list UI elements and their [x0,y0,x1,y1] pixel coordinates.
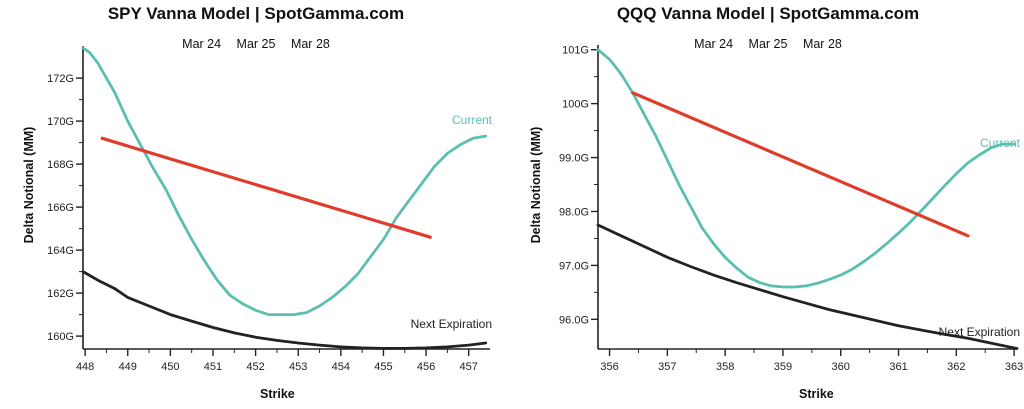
qqq-chart-svg: 96.0G 97.0G 98.0G 99.0G 100G 101G 356 357 358 359… [559,45,1023,373]
date-label: Mar 25 [236,37,276,51]
x-tick-label: 448 [76,361,94,373]
x-axis-label: Strike [260,387,295,401]
expiration-dates: Mar 24 Mar 25 Mar 28 [0,37,512,51]
y-tick-label: 166G [47,202,74,214]
next-expiration-series-label: Next Expiration [411,317,492,331]
x-tick-label: 356 [600,361,618,373]
y-tick-label: 99.0G [559,153,589,165]
y-tick-label: 100G [562,99,589,111]
chart-title: SPY Vanna Model | SpotGamma.com [107,4,405,23]
y-tick-label: 97.0G [559,260,589,272]
x-tick-label: 457 [460,361,478,373]
date-label: Mar 25 [748,37,788,51]
x-tick-label: 455 [374,361,392,373]
y-tick-label: 162G [47,288,74,300]
next-expiration-series-label: Next Expiration [939,325,1020,339]
y-tick-label: 164G [47,245,74,257]
spy-chart-panel: SPY Vanna Model | SpotGamma.com Mar 24 M… [0,4,512,401]
current-line [596,48,1016,289]
x-tick-label: 454 [332,361,350,373]
qqq-chart-panel: QQQ Vanna Model | SpotGamma.com Mar 24 M… [512,0,1024,409]
y-tick-label: 170G [47,116,74,128]
x-tick-label: 363 [1005,361,1023,373]
date-label: Mar 24 [694,37,734,51]
x-tick-label: 359 [774,361,792,373]
x-tick-label: 450 [161,361,179,373]
y-tick-label: 98.0G [559,206,589,218]
x-tick-label: 451 [204,361,222,373]
x-tick-label: 362 [947,361,965,373]
x-tick-label: 358 [716,361,734,373]
next-expiration-line [81,270,488,350]
x-tick-label: 357 [658,361,676,373]
x-tick-label: 452 [246,361,264,373]
current-line [81,46,488,317]
chart-title: QQQ Vanna Model | SpotGamma.com [616,4,920,23]
trend-line [100,136,432,239]
trend-line [631,91,970,238]
y-tick-label: 172G [47,73,74,85]
x-tick-label: 449 [119,361,137,373]
date-label: Mar 24 [182,37,222,51]
x-tick-label: 456 [417,361,435,373]
x-tick-label: 360 [832,361,850,373]
date-label: Mar 28 [802,37,842,51]
x-axis-label: Strike [799,387,834,401]
spy-chart-svg: 160G 162G 164G 166G 168G 170G 172G 448 449 450 451… [47,46,493,373]
current-series-label: Current [452,113,493,127]
y-tick-label: 160G [47,331,74,343]
next-expiration-line [596,223,1019,350]
y-tick-label: 96.0G [559,314,589,326]
x-tick-label: 361 [889,361,907,373]
y-tick-label: 168G [47,159,74,171]
date-label: Mar 28 [290,37,330,51]
expiration-dates: Mar 24 Mar 25 Mar 28 [512,37,1024,51]
y-tick-label: 101G [562,45,589,57]
current-series-label: Current [980,136,1021,150]
x-tick-label: 453 [289,361,307,373]
